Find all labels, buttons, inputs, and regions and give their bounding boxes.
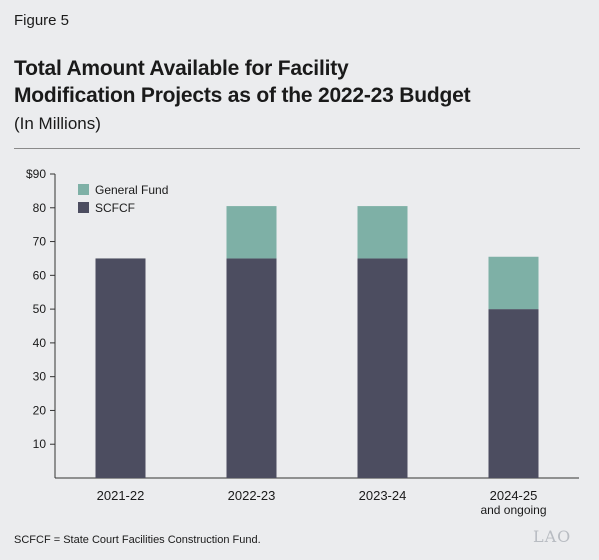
bar-general-fund xyxy=(357,206,408,259)
legend-label: General Fund xyxy=(95,183,168,197)
bar-scfcf xyxy=(357,258,408,478)
title-divider xyxy=(14,148,580,149)
y-tick-label: 10 xyxy=(33,437,47,451)
y-tick-label: $90 xyxy=(26,167,46,181)
chart-subtitle: (In Millions) xyxy=(14,114,101,133)
legend-swatch xyxy=(78,202,89,213)
bar-general-fund xyxy=(488,256,539,310)
footnote: SCFCF = State Court Facilities Construct… xyxy=(14,534,261,546)
y-tick-label: 70 xyxy=(33,235,47,249)
bar-general-fund xyxy=(226,206,277,259)
y-tick-label: 50 xyxy=(33,302,47,316)
x-tick-label: 2022-23 xyxy=(228,488,276,503)
x-tick-label: 2024-25 xyxy=(490,488,538,503)
y-tick-label: 20 xyxy=(33,403,47,417)
chart-title-line-2: Modification Projects as of the 2022-23 … xyxy=(14,84,471,107)
figure-label: Figure 5 xyxy=(14,12,70,29)
bar-scfcf xyxy=(226,258,277,478)
y-tick-label: 80 xyxy=(33,201,47,215)
legend-label: SCFCF xyxy=(95,201,135,215)
x-tick-label: 2023-24 xyxy=(359,488,407,503)
y-tick-label: 60 xyxy=(33,268,47,282)
y-tick-label: 40 xyxy=(33,336,47,350)
y-tick-label: 30 xyxy=(33,370,47,384)
lao-logo: LAO xyxy=(533,527,572,546)
stacked-bar-chart: 10 20 30 40 50 60 70 80 $90 2021-22 2022-23 2023-24… xyxy=(26,167,579,517)
chart-title-line-1: Total Amount Available for Facility xyxy=(14,57,349,80)
x-tick-label: 2021-22 xyxy=(97,488,145,503)
legend-swatch xyxy=(78,184,89,195)
bar-scfcf xyxy=(95,258,146,478)
x-tick-label: and ongoing xyxy=(480,503,546,517)
chart-title: Total Amount Available for Facility Modi… xyxy=(14,55,574,109)
bar-scfcf xyxy=(488,309,539,478)
